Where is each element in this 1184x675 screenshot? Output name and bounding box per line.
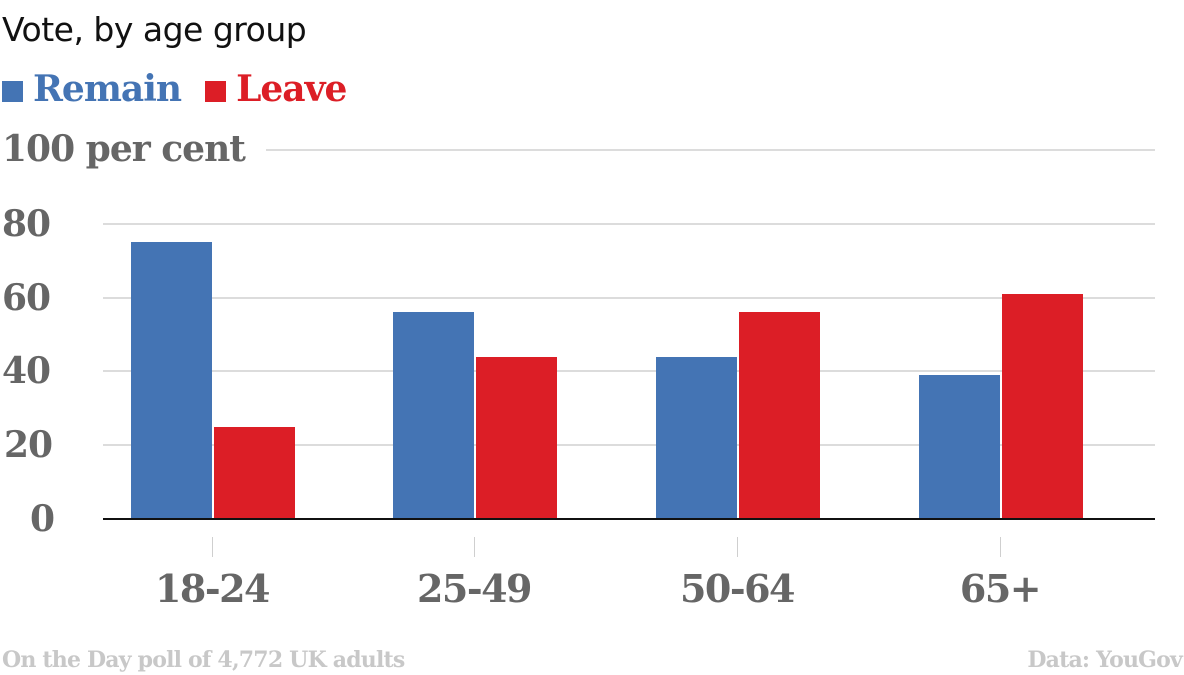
x-axis-line xyxy=(103,518,1155,520)
x-label-50-64: 50-64 xyxy=(679,566,796,611)
bar-leave-25-49[interactable] xyxy=(476,357,557,519)
bar-leave-50-64[interactable] xyxy=(739,312,820,519)
footer-source: Data: YouGov xyxy=(1027,647,1182,673)
gridline-40 xyxy=(103,370,1155,372)
y-tick-80: 80 xyxy=(2,203,51,245)
y-tick-60: 60 xyxy=(2,277,51,319)
x-label-25-49: 25-49 xyxy=(416,566,533,611)
remain-swatch-icon xyxy=(2,80,23,102)
bar-remain-25-49[interactable] xyxy=(393,312,474,519)
gridline-80 xyxy=(103,223,1155,225)
leave-swatch-icon xyxy=(205,80,227,102)
legend-label-remain: Remain xyxy=(33,68,182,110)
y-tick-40: 40 xyxy=(2,350,51,392)
bar-leave-18-24[interactable] xyxy=(214,427,295,519)
chart-title: Vote, by age group xyxy=(2,10,307,49)
y-tick-0: 0 xyxy=(30,498,55,540)
x-tick-mark xyxy=(1000,537,1001,557)
footer-note: On the Day poll of 4,772 UK adults xyxy=(2,647,405,673)
bar-leave-65plus[interactable] xyxy=(1002,294,1083,519)
x-label-18-24: 18-24 xyxy=(154,566,271,611)
y-tick-20: 20 xyxy=(4,424,53,466)
legend-item-leave[interactable]: Leave xyxy=(205,68,347,110)
gridline-60 xyxy=(103,297,1155,299)
bar-remain-65plus[interactable] xyxy=(919,375,1000,519)
y-tick-100: 100 per cent xyxy=(2,128,246,170)
bar-remain-50-64[interactable] xyxy=(656,357,737,519)
bar-remain-18-24[interactable] xyxy=(131,242,212,519)
gridline-100 xyxy=(266,149,1155,151)
x-tick-mark xyxy=(737,537,738,557)
legend-item-remain[interactable]: Remain xyxy=(2,68,182,110)
x-tick-mark xyxy=(212,537,213,557)
legend-label-leave: Leave xyxy=(236,68,347,110)
x-label-65plus: 65+ xyxy=(959,566,1042,611)
x-tick-mark xyxy=(474,537,475,557)
gridline-20 xyxy=(103,444,1155,446)
legend: Remain Leave xyxy=(2,68,370,110)
